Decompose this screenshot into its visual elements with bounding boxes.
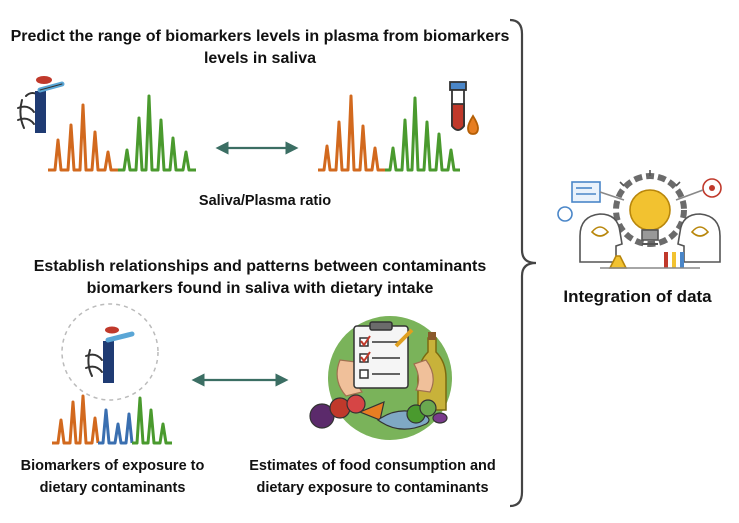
integration-gear-bulb-icon xyxy=(557,170,722,269)
vegetables-fish-icon xyxy=(309,394,448,430)
saliva-sampler-icon xyxy=(17,76,65,133)
label-biomarkers-exposure: Biomarkers of exposure to dietary contam… xyxy=(20,458,205,496)
spectrum-plasma-top xyxy=(318,94,460,172)
blood-tube-icon xyxy=(449,81,479,135)
label-integration-of-data: Integration of data xyxy=(563,287,712,306)
spectrum-saliva-top xyxy=(48,94,196,172)
label-saliva-plasma-ratio: Saliva/Plasma ratio xyxy=(198,193,332,209)
label-food-estimates: Estimates of food consumption and dietar… xyxy=(249,458,496,496)
clipboard-checklist-icon xyxy=(353,321,414,389)
title-establish-relationships: Establish relationships and patterns bet… xyxy=(33,258,487,297)
spectrum-exposure xyxy=(52,394,172,445)
title-predict-plasma: Predict the range of biomarkers levels i… xyxy=(10,28,510,67)
curly-brace xyxy=(509,18,537,508)
saliva-sampler-circle-icon xyxy=(61,303,159,401)
